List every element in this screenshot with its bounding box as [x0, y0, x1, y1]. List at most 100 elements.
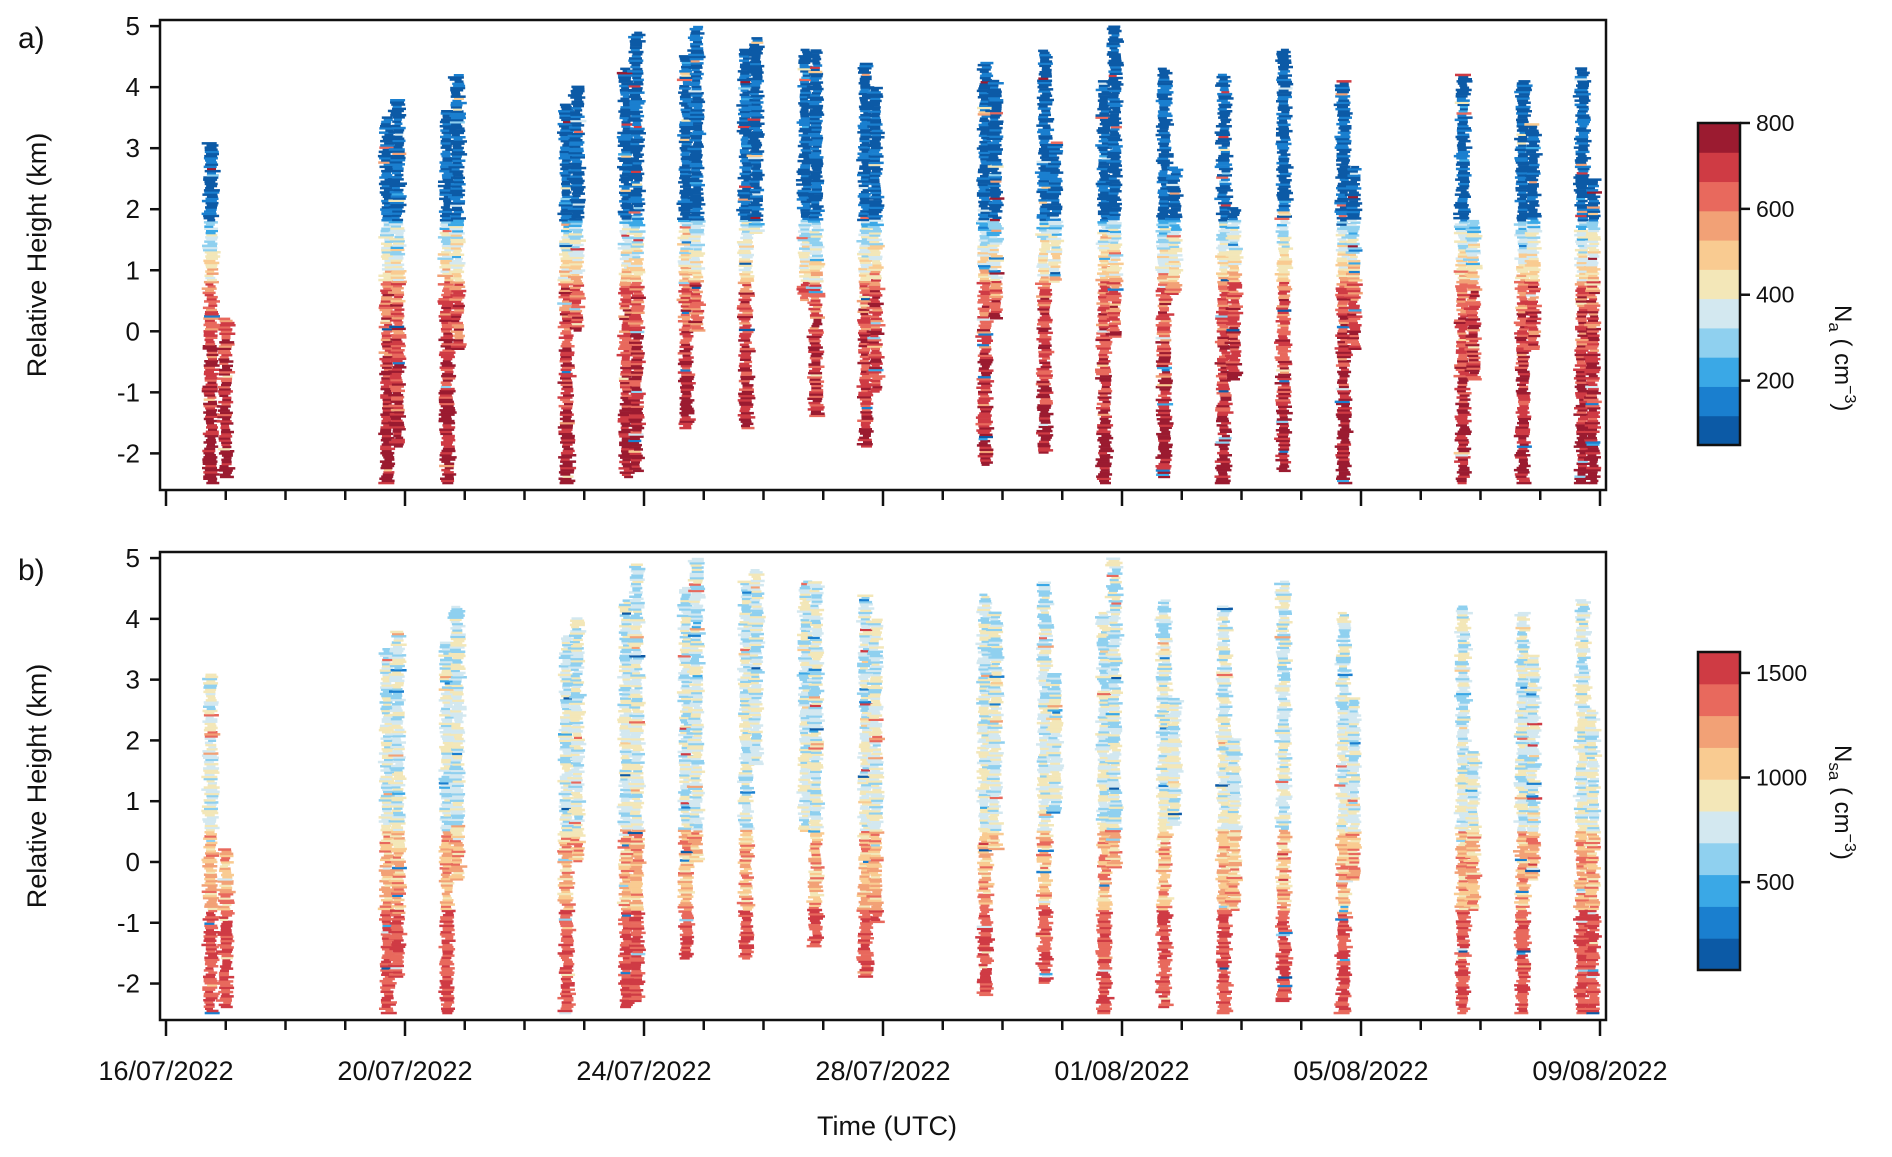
- profile-cell: [678, 181, 693, 184]
- profile-cell: [568, 149, 584, 153]
- profile-cell: [866, 238, 882, 241]
- profile-cell: [569, 117, 581, 121]
- profile-cell: [1167, 232, 1180, 236]
- profile-cell: [442, 407, 455, 410]
- profile-cell: [679, 102, 692, 105]
- profile-cell: [1457, 82, 1467, 85]
- profile-cell: [1100, 304, 1111, 307]
- profile-cell: [453, 219, 465, 222]
- profile-cell: [869, 360, 882, 363]
- profile-cell: [1337, 197, 1348, 201]
- profile-cell: [1458, 338, 1471, 342]
- profile-cell: [1277, 311, 1289, 314]
- profile-cell: [380, 231, 391, 235]
- profile-cell: [438, 396, 453, 399]
- profile-cell: [1159, 249, 1171, 252]
- profile-cell: [389, 190, 403, 194]
- profile-cell: [394, 293, 405, 296]
- profile-cell: [1336, 353, 1353, 357]
- profile-cell: [1278, 247, 1294, 250]
- profile-cell: [866, 230, 882, 233]
- profile-cell: [1216, 383, 1229, 386]
- profile-cell: [1469, 305, 1481, 308]
- profile-cell: [1098, 82, 1111, 85]
- profile-cell: [1457, 475, 1470, 478]
- profile-cell: [1037, 235, 1051, 238]
- profile-cell: [1337, 332, 1348, 335]
- profile-cell: [442, 289, 455, 292]
- profile-cell: [751, 220, 761, 224]
- profile-cell: [440, 223, 456, 226]
- profile-cell: [628, 418, 643, 421]
- profile-cell: [1097, 246, 1114, 250]
- profile-cell: [442, 212, 455, 216]
- profile-cell: [859, 304, 869, 307]
- profile-cell: [1049, 179, 1063, 183]
- profile-cell: [1229, 326, 1239, 330]
- profile-cell: [1280, 463, 1289, 466]
- profile-cell: [1226, 232, 1240, 236]
- profile-cell: [624, 311, 633, 314]
- profile-cell: [750, 84, 761, 87]
- profile-cell: [1158, 78, 1170, 81]
- profile-cell: [688, 265, 702, 268]
- profile-cell: [1041, 241, 1050, 245]
- profile-cell: [1159, 242, 1172, 246]
- profile-cell: [221, 443, 231, 447]
- profile-cell: [1334, 146, 1349, 149]
- profile-cell: [978, 273, 993, 276]
- profile-cell: [810, 299, 821, 302]
- profile-cell: [1229, 339, 1240, 342]
- profile-cell: [1458, 413, 1472, 416]
- profile-cell: [990, 289, 1002, 292]
- profile-cell: [628, 35, 644, 39]
- profile-cell: [1337, 118, 1349, 122]
- profile-cell: [690, 303, 706, 306]
- profile-cell: [988, 169, 998, 172]
- profile-cell: [442, 377, 456, 380]
- profile-cell: [622, 465, 632, 468]
- profile-cell: [1226, 333, 1240, 336]
- profile-cell: [1040, 139, 1050, 142]
- profile-cell: [688, 269, 702, 272]
- profile-cell: [1108, 177, 1117, 180]
- profile-cell: [871, 364, 880, 368]
- profile-cell: [216, 420, 232, 423]
- profile-cell: [378, 481, 395, 485]
- profile-cell: [1468, 358, 1479, 362]
- profile-cell: [619, 89, 633, 92]
- profile-cell: [1160, 187, 1173, 190]
- profile-cell: [800, 268, 814, 272]
- profile-cell: [801, 241, 813, 244]
- profile-cell: [858, 430, 874, 433]
- profile-cell: [1041, 348, 1052, 352]
- profile-cell: [682, 335, 694, 338]
- profile-cell: [1459, 180, 1470, 183]
- profile-cell: [571, 102, 585, 106]
- profile-cell: [203, 411, 217, 414]
- profile-cell: [572, 230, 582, 234]
- profile-cell: [678, 328, 690, 332]
- profile-cell: [617, 165, 633, 169]
- profile-cell: [681, 104, 693, 107]
- profile-cell: [809, 258, 824, 262]
- profile-cell: [451, 176, 465, 180]
- profile-cell: [1455, 135, 1470, 139]
- profile-cell: [455, 257, 463, 261]
- profile-cell: [681, 65, 693, 69]
- profile-cell: [392, 214, 402, 217]
- profile-cell: [1039, 252, 1049, 256]
- profile-cell: [632, 426, 645, 430]
- profile-cell: [1217, 413, 1229, 416]
- profile-cell: [630, 189, 646, 193]
- profile-cell: [739, 245, 754, 248]
- profile-cell: [682, 80, 691, 84]
- profile-cell: [680, 221, 695, 225]
- profile-cell: [1097, 204, 1112, 207]
- profile-cell: [1106, 42, 1120, 46]
- profile-cell: [1217, 300, 1229, 303]
- profile-cell: [813, 226, 821, 230]
- profile-cell: [569, 143, 584, 146]
- profile-cell: [630, 181, 640, 184]
- profile-cell: [622, 208, 631, 212]
